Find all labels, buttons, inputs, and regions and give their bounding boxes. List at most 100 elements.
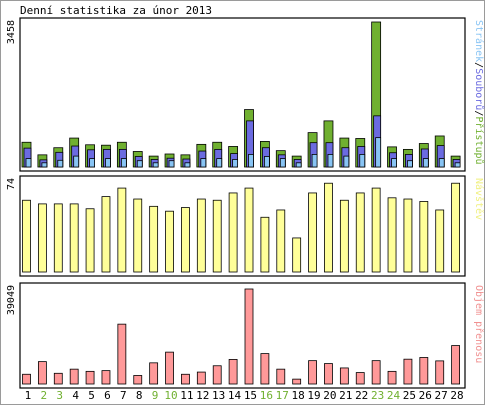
bar-navstev-day-4 <box>69 203 79 273</box>
bar-stránek-day-5 <box>89 158 95 168</box>
bar-navstev-day-6 <box>101 196 111 273</box>
bar-stránek-day-7 <box>120 158 127 168</box>
x-tick-label-day-7: 7 <box>120 389 127 402</box>
x-tick-label-day-6: 6 <box>104 389 111 402</box>
bar-navstev-day-2 <box>37 203 47 273</box>
bar-navstev-day-21 <box>339 199 349 273</box>
bar-stránek-day-14 <box>232 159 239 168</box>
bar-objem-day-3 <box>53 372 63 385</box>
bar-objem-day-4 <box>69 368 79 385</box>
x-tick-label-day-19: 19 <box>307 389 320 402</box>
legend-entry: Souborů <box>473 68 485 110</box>
bar-navstev-day-3 <box>53 203 63 273</box>
bar-navstev-day-15 <box>244 187 254 273</box>
bar-navstev-day-20 <box>324 182 333 273</box>
bar-stránek-day-11 <box>184 162 191 168</box>
bar-objem-day-22 <box>355 372 365 385</box>
bar-objem-day-24 <box>387 370 397 385</box>
bar-navstev-day-28 <box>451 182 461 273</box>
bar-objem-day-18 <box>292 378 302 385</box>
bar-stránek-day-18 <box>295 162 302 168</box>
bar-objem-day-2 <box>37 361 47 385</box>
legend-entry: Přístupů <box>473 116 485 164</box>
bar-stránek-day-27 <box>438 158 445 168</box>
bar-navstev-day-25 <box>403 198 413 273</box>
bar-navstev-day-27 <box>435 209 445 273</box>
panel-2-max-label: 74 <box>6 178 17 190</box>
panel-3-legend: Objem přenosu <box>473 285 485 363</box>
bar-stránek-day-26 <box>422 158 429 168</box>
bar-objem-day-8 <box>133 375 143 385</box>
x-tick-label-day-17: 17 <box>276 389 289 402</box>
x-tick-label-day-22: 22 <box>355 389 368 402</box>
bar-navstev-day-8 <box>133 198 143 273</box>
bar-objem-day-9 <box>149 362 159 385</box>
x-tick-label-day-4: 4 <box>72 389 79 402</box>
x-tick-label-day-2: 2 <box>41 389 48 402</box>
bar-stránek-day-25 <box>407 160 413 168</box>
legend-entry: / <box>473 110 484 116</box>
bar-objem-day-15 <box>244 288 254 385</box>
legend-entry: Stránek <box>473 20 485 62</box>
bar-navstev-day-10 <box>165 210 174 273</box>
bar-navstev-day-24 <box>387 197 397 273</box>
x-tick-label-day-13: 13 <box>212 389 225 402</box>
bar-objem-day-14 <box>228 359 238 385</box>
x-tick-label-day-28: 28 <box>450 389 463 402</box>
bar-navstev-day-19 <box>308 192 317 273</box>
x-tick-label-day-21: 21 <box>339 389 352 402</box>
bar-navstev-day-7 <box>117 187 127 273</box>
bar-navstev-day-26 <box>419 201 429 273</box>
x-tick-label-day-18: 18 <box>292 389 305 402</box>
bar-objem-day-10 <box>165 351 174 385</box>
bar-navstev-day-16 <box>260 216 270 273</box>
bar-objem-day-17 <box>276 368 286 385</box>
bar-navstev-day-12 <box>196 198 206 273</box>
bar-objem-day-25 <box>403 358 413 385</box>
bar-objem-day-19 <box>308 360 317 385</box>
bar-objem-day-21 <box>339 367 349 385</box>
bar-navstev-day-18 <box>292 237 302 273</box>
bar-stránek-day-3 <box>57 159 64 168</box>
bar-stránek-day-21 <box>343 155 350 168</box>
legend-entry: Objem přenosu <box>473 285 485 363</box>
x-tick-label-day-10: 10 <box>164 389 177 402</box>
panel-2-legend: Návštěv <box>473 178 485 220</box>
bar-stránek-day-1 <box>25 158 32 168</box>
x-tick-label-day-12: 12 <box>196 389 209 402</box>
bar-stránek-day-15 <box>248 154 254 168</box>
bar-objem-day-5 <box>85 370 95 385</box>
bar-objem-day-20 <box>324 363 333 385</box>
bar-objem-day-23 <box>371 360 381 385</box>
bar-stránek-day-2 <box>41 162 48 168</box>
bar-stránek-day-6 <box>105 158 111 168</box>
bar-objem-day-16 <box>260 353 270 385</box>
bar-stránek-day-23 <box>375 137 382 168</box>
bar-stránek-day-13 <box>216 158 223 168</box>
bar-navstev-day-14 <box>228 192 238 273</box>
bar-objem-day-26 <box>419 357 429 385</box>
x-tick-label-day-23: 23 <box>371 389 384 402</box>
bar-stránek-day-22 <box>359 154 366 168</box>
bar-stránek-day-24 <box>391 158 397 168</box>
x-tick-label-day-16: 16 <box>260 389 273 402</box>
chart-title: Denní statistika za únor 2013 <box>20 4 213 17</box>
bar-objem-day-28 <box>451 345 461 385</box>
x-tick-label-day-25: 25 <box>403 389 416 402</box>
bar-objem-day-7 <box>117 323 127 385</box>
bar-stránek-day-19 <box>311 154 318 168</box>
bar-objem-day-12 <box>196 371 206 385</box>
bar-stránek-day-10 <box>168 160 175 168</box>
bar-stránek-day-17 <box>279 158 286 168</box>
legend-entry: / <box>473 62 484 68</box>
bar-stránek-day-9 <box>152 162 159 168</box>
panel-3-frame <box>19 282 466 389</box>
bar-navstev-day-22 <box>355 192 365 273</box>
bar-stránek-day-16 <box>263 156 270 168</box>
x-tick-label-day-5: 5 <box>88 389 95 402</box>
x-tick-label-day-9: 9 <box>152 389 159 402</box>
bar-navstev-day-1 <box>22 199 31 273</box>
bar-navstev-day-9 <box>149 205 159 273</box>
x-tick-label-day-27: 27 <box>435 389 448 402</box>
